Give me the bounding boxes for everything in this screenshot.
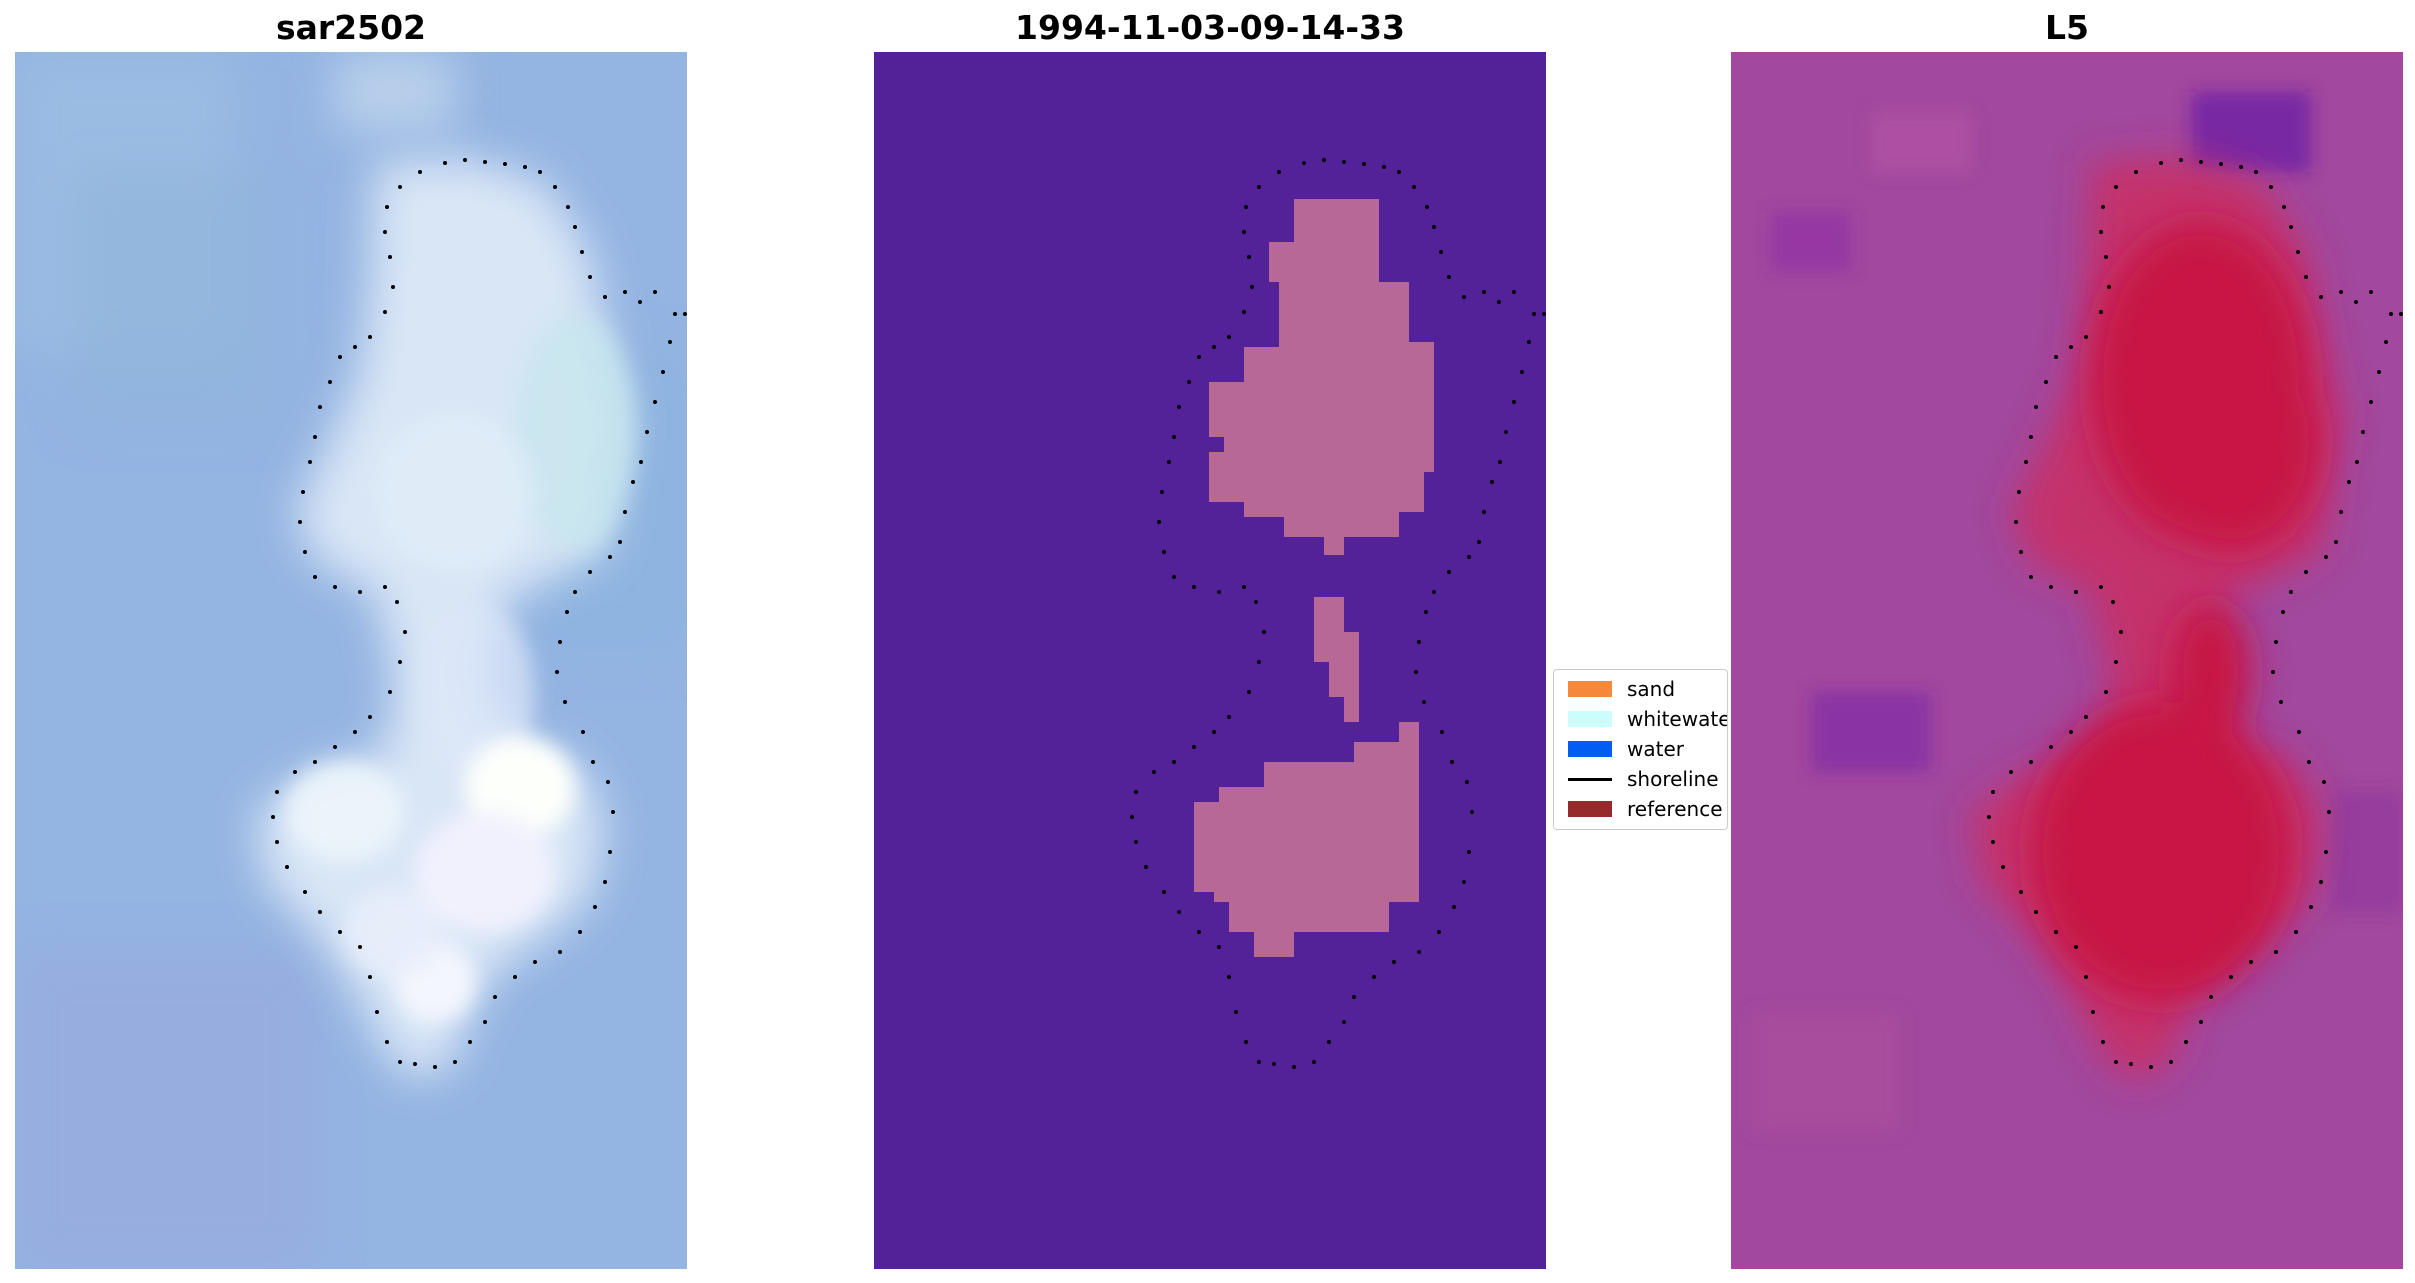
legend-item-shoreline: shoreline (1562, 766, 1727, 792)
shoreline-dots-index (1987, 158, 2403, 1069)
legend-label-sand: sand (1627, 677, 1676, 701)
legend-swatch-sand (1568, 681, 1612, 697)
panel-title-rgb: sar2502 (275, 8, 427, 47)
legend-label-shoreline: shoreline (1627, 767, 1719, 791)
legend-item-reference-shoreline: reference shoreline (1562, 796, 1727, 822)
panel-title-classification: 1994-11-03-09-14-33 (1015, 8, 1405, 47)
legend-item-sand: sand (1562, 676, 1727, 702)
legend-item-whitewater: whitewater (1562, 706, 1728, 732)
classification-image (874, 52, 1546, 1269)
legend-swatch-reference-shoreline (1568, 801, 1612, 817)
rgb-image (15, 52, 687, 1269)
rgb-image-panel (15, 52, 687, 1269)
legend-label-water: water (1627, 737, 1684, 761)
legend-line-shoreline (1568, 778, 1612, 781)
index-map-panel (1731, 52, 2403, 1269)
shoreline-dots-rgb (271, 158, 687, 1069)
panel-title-index: L5 (2045, 8, 2089, 47)
legend-label-whitewater: whitewater (1627, 707, 1728, 731)
shoreline-dots-class (1130, 158, 1546, 1069)
legend-swatch-water (1568, 741, 1612, 757)
legend-swatch-whitewater (1568, 711, 1612, 727)
legend-label-reference-shoreline: reference shoreline (1627, 797, 1727, 821)
legend: sand whitewater water shoreline referenc… (1553, 669, 1728, 830)
legend-item-water: water (1562, 736, 1727, 762)
land-class-pixels (1194, 199, 1434, 957)
index-map-image (1731, 52, 2403, 1269)
classification-panel (874, 52, 1546, 1269)
